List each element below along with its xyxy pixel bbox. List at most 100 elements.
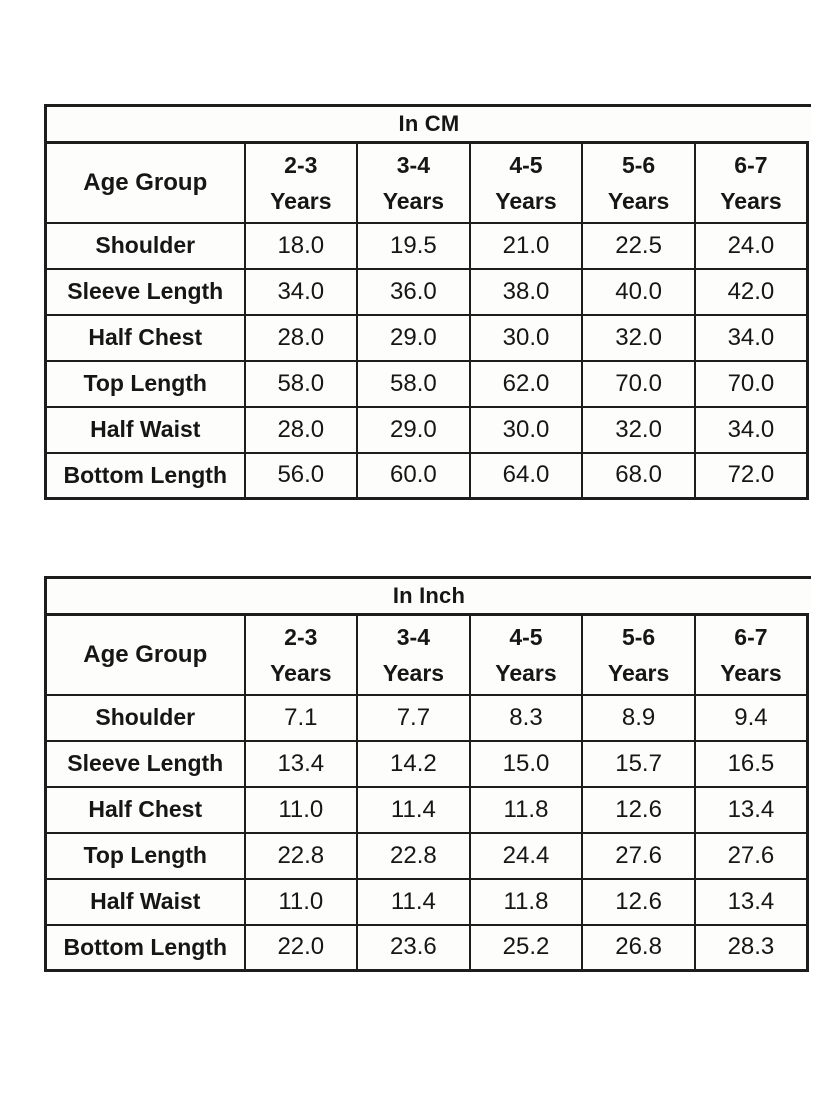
column-header-age-3-4: 3-4 Years [356,141,471,224]
row-label: Half Chest [44,313,246,362]
age-unit-label: Years [495,187,557,214]
table-title-cm: In CM [44,104,811,141]
value-cell: 24.4 [468,831,584,880]
value-cell: 18.0 [243,221,359,270]
value-cell: 28.0 [243,405,359,454]
value-cell: 11.8 [468,785,584,834]
measurement-row: Half Chest 11.0 11.4 11.8 12.6 13.4 [44,785,809,834]
row-label: Bottom Length [44,451,246,500]
value-cell: 15.7 [581,739,696,788]
column-header-age-2-3: 2-3 Years [243,141,359,224]
value-cell: 34.0 [243,267,359,316]
measurements-table-cm: Age Group 2-3 Years 3-4 Years 4-5 Years 5-6 Year… [44,141,809,500]
value-cell: 7.7 [356,693,471,742]
value-cell: 24.0 [693,221,809,270]
value-cell: 8.3 [468,693,584,742]
column-header-age-2-3: 2-3 Years [243,613,359,696]
value-cell: 13.4 [693,877,809,926]
value-cell: 14.2 [356,739,471,788]
value-cell: 34.0 [693,313,809,362]
value-cell: 30.0 [468,313,584,362]
age-unit-label: Years [607,659,670,686]
row-label: Half Chest [44,785,246,834]
age-group-header: Age Group [44,141,246,224]
value-cell: 11.4 [356,877,471,926]
value-cell: 7.1 [243,693,359,742]
value-cell: 32.0 [581,405,696,454]
column-header-age-5-6: 5-6 Years [581,141,696,224]
row-label: Sleeve Length [44,267,246,316]
value-cell: 11.0 [243,877,359,926]
age-range-label: 6-7 [734,623,768,650]
header-row: Age Group 2-3 Years 3-4 Years 4-5 Years 5-6 Year… [44,613,809,696]
measurements-table-inch: Age Group 2-3 Years 3-4 Years 4-5 Years 5-6 Year… [44,613,809,972]
value-cell: 13.4 [693,785,809,834]
row-label: Bottom Length [44,923,246,972]
measurement-row: Top Length 22.8 22.8 24.4 27.6 27.6 [44,831,809,880]
age-range-label: 2-3 [284,623,318,650]
age-range-label: 4-5 [509,151,543,178]
value-cell: 56.0 [243,451,359,500]
value-cell: 70.0 [581,359,696,408]
value-cell: 60.0 [356,451,471,500]
measurement-row: Top Length 58.0 58.0 62.0 70.0 70.0 [44,359,809,408]
measurement-row: Shoulder 18.0 19.5 21.0 22.5 24.0 [44,221,809,270]
value-cell: 58.0 [356,359,471,408]
row-label: Shoulder [44,221,246,270]
header-row: Age Group 2-3 Years 3-4 Years 4-5 Years 5-6 Year… [44,141,809,224]
value-cell: 58.0 [243,359,359,408]
measurement-row: Bottom Length 22.0 23.6 25.2 26.8 28.3 [44,923,809,972]
measurement-row: Shoulder 7.1 7.7 8.3 8.9 9.4 [44,693,809,742]
measurement-row: Half Waist 28.0 29.0 30.0 32.0 34.0 [44,405,809,454]
age-unit-label: Years [720,659,782,686]
value-cell: 9.4 [693,693,809,742]
column-header-age-3-4: 3-4 Years [356,613,471,696]
value-cell: 42.0 [693,267,809,316]
column-header-age-4-5: 4-5 Years [468,613,584,696]
value-cell: 19.5 [356,221,471,270]
value-cell: 23.6 [356,923,471,972]
age-unit-label: Years [382,187,445,214]
value-cell: 13.4 [243,739,359,788]
value-cell: 29.0 [356,405,471,454]
column-header-age-4-5: 4-5 Years [468,141,584,224]
value-cell: 40.0 [581,267,696,316]
value-cell: 12.6 [581,785,696,834]
row-label: Shoulder [44,693,246,742]
age-range-label: 5-6 [621,623,656,650]
row-label: Top Length [44,359,246,408]
value-cell: 22.0 [243,923,359,972]
measurement-row: Bottom Length 56.0 60.0 64.0 68.0 72.0 [44,451,809,500]
measurement-row: Sleeve Length 34.0 36.0 38.0 40.0 42.0 [44,267,809,316]
value-cell: 8.9 [581,693,696,742]
value-cell: 32.0 [581,313,696,362]
age-unit-label: Years [270,659,332,686]
row-label: Half Waist [44,877,246,926]
value-cell: 64.0 [468,451,584,500]
age-range-label: 2-3 [284,151,318,178]
value-cell: 16.5 [693,739,809,788]
value-cell: 68.0 [581,451,696,500]
measurement-row: Sleeve Length 13.4 14.2 15.0 15.7 16.5 [44,739,809,788]
value-cell: 11.0 [243,785,359,834]
value-cell: 29.0 [356,313,471,362]
value-cell: 22.5 [581,221,696,270]
column-header-age-6-7: 6-7 Years [693,613,809,696]
row-label: Half Waist [44,405,246,454]
value-cell: 30.0 [468,405,584,454]
value-cell: 21.0 [468,221,584,270]
size-table-cm: In CM Age Group 2-3 Years 3-4 Years 4-5 Years 5… [44,104,811,500]
value-cell: 36.0 [356,267,471,316]
value-cell: 70.0 [693,359,809,408]
value-cell: 22.8 [243,831,359,880]
age-range-label: 3-4 [396,623,431,650]
value-cell: 11.8 [468,877,584,926]
value-cell: 72.0 [693,451,809,500]
age-range-label: 5-6 [621,151,656,178]
column-header-age-5-6: 5-6 Years [581,613,696,696]
measurement-row: Half Waist 11.0 11.4 11.8 12.6 13.4 [44,877,809,926]
age-range-label: 3-4 [396,151,431,178]
value-cell: 38.0 [468,267,584,316]
value-cell: 34.0 [693,405,809,454]
